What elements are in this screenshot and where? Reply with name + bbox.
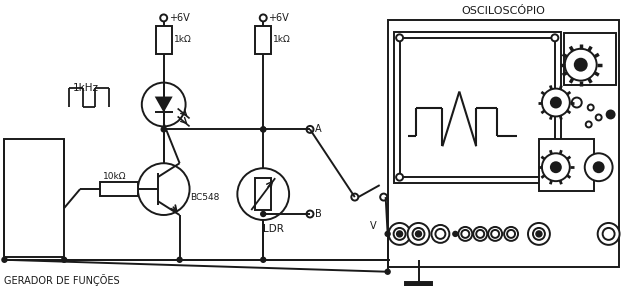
Circle shape (551, 162, 561, 172)
Bar (255, 26, 271, 54)
Circle shape (572, 98, 582, 108)
Circle shape (607, 110, 614, 119)
Circle shape (261, 212, 266, 216)
Circle shape (473, 227, 487, 241)
Circle shape (461, 230, 469, 238)
Circle shape (602, 228, 614, 240)
Circle shape (260, 14, 267, 22)
Circle shape (585, 153, 612, 181)
Circle shape (396, 174, 403, 181)
Circle shape (62, 257, 67, 262)
Circle shape (161, 127, 166, 132)
Circle shape (431, 225, 449, 243)
Circle shape (594, 162, 604, 172)
Circle shape (408, 223, 429, 245)
Circle shape (306, 211, 314, 218)
Bar (4, 139, 64, 257)
Circle shape (389, 223, 411, 245)
Circle shape (586, 121, 592, 127)
Circle shape (565, 49, 597, 81)
Circle shape (160, 14, 167, 22)
Circle shape (436, 229, 446, 239)
Circle shape (551, 34, 558, 41)
Circle shape (588, 104, 594, 110)
Circle shape (536, 231, 542, 237)
Text: +6V: +6V (169, 13, 189, 23)
Circle shape (533, 228, 545, 240)
Circle shape (458, 227, 472, 241)
Circle shape (261, 127, 266, 132)
Circle shape (551, 98, 561, 108)
Circle shape (476, 230, 484, 238)
Bar (399, 38, 555, 177)
Circle shape (453, 231, 458, 236)
Circle shape (397, 231, 402, 237)
Bar (539, 139, 594, 191)
Circle shape (351, 194, 358, 201)
Bar (404, 282, 432, 287)
Circle shape (507, 230, 515, 238)
Circle shape (238, 168, 289, 220)
Circle shape (380, 194, 387, 201)
Text: B: B (315, 209, 322, 219)
Circle shape (542, 153, 570, 181)
Text: 1kΩ: 1kΩ (174, 35, 191, 44)
Bar (255, 178, 271, 210)
Text: BC548: BC548 (191, 193, 220, 201)
Text: A: A (315, 124, 322, 134)
Circle shape (385, 231, 390, 236)
Text: GERADOR DE FUNÇÕES: GERADOR DE FUNÇÕES (4, 274, 120, 286)
Bar (100, 182, 138, 196)
Text: 1kHz: 1kHz (73, 83, 99, 93)
Circle shape (261, 257, 266, 262)
Circle shape (396, 34, 403, 41)
Text: LDR: LDR (262, 224, 284, 234)
Circle shape (491, 230, 499, 238)
Circle shape (551, 174, 558, 181)
Polygon shape (155, 96, 172, 113)
Bar (394, 32, 561, 183)
Circle shape (306, 126, 314, 133)
Circle shape (542, 89, 570, 117)
Circle shape (138, 163, 189, 215)
Text: 10kΩ: 10kΩ (103, 172, 126, 181)
Circle shape (177, 257, 182, 262)
Circle shape (596, 115, 602, 121)
Text: OSCILOSCÓPIO: OSCILOSCÓPIO (461, 6, 545, 16)
Circle shape (394, 228, 406, 240)
Bar (388, 20, 619, 267)
Bar (156, 26, 172, 54)
Bar (564, 33, 616, 85)
Circle shape (416, 231, 421, 237)
Circle shape (528, 223, 550, 245)
Circle shape (261, 127, 266, 132)
Circle shape (142, 83, 186, 126)
Circle shape (598, 223, 619, 245)
Circle shape (504, 227, 518, 241)
Circle shape (412, 228, 424, 240)
Circle shape (385, 269, 390, 274)
Circle shape (488, 227, 502, 241)
Circle shape (2, 257, 7, 262)
Text: V: V (370, 221, 376, 231)
Text: 1kΩ: 1kΩ (273, 35, 291, 44)
Text: +6V: +6V (268, 13, 289, 23)
Circle shape (575, 59, 587, 71)
